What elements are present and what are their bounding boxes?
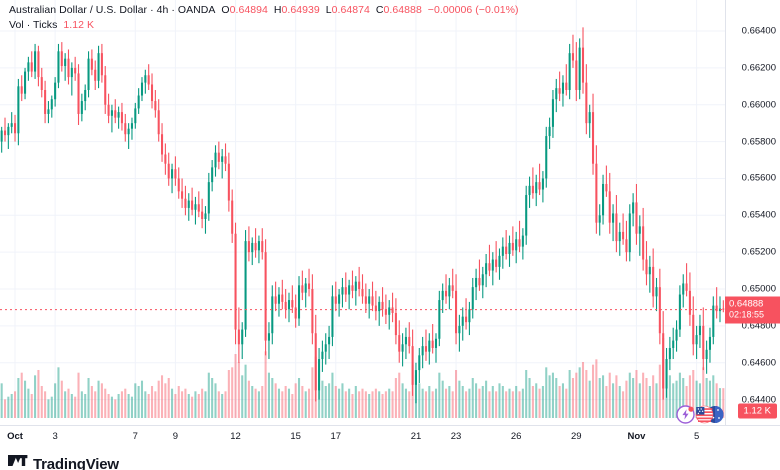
time-tick-label: Oct (7, 431, 23, 442)
price-tick-label: 0.64800 (741, 320, 776, 332)
price-scale[interactable]: 0.66400 0.66200 0.66000 0.65800 0.65600 0.654… (725, 0, 780, 425)
price-tick-label: 0.66000 (741, 99, 776, 111)
time-tick-label: 5 (693, 431, 700, 442)
time-tick-label: 9 (172, 431, 179, 442)
current-price-value: 0.64888 (729, 298, 764, 310)
time-tick-label: 29 (571, 431, 582, 442)
time-tick-label: 26 (510, 431, 522, 442)
price-tick-label: 0.65400 (741, 209, 776, 221)
bar-countdown: 02:18:55 (729, 309, 765, 320)
price-tick-label: 0.66400 (741, 25, 776, 37)
volume-badge[interactable]: 1.12 K (737, 403, 777, 419)
price-tick-label: 0.65600 (741, 172, 776, 184)
time-scale[interactable]: Oct 3 7 9 12 15 17 21 23 26 29 Nov 5 (0, 425, 780, 447)
currency-flags-icon[interactable] (695, 405, 724, 424)
time-tick-label: 17 (330, 431, 342, 442)
tradingview-logo-icon (8, 455, 28, 470)
time-tick-label: 15 (290, 431, 301, 442)
price-tick-label: 0.65200 (741, 246, 776, 258)
volume-histogram (0, 338, 725, 418)
chart-canvas[interactable] (0, 0, 725, 425)
flash-badge-icon[interactable] (676, 405, 695, 424)
time-tick-label: 3 (52, 431, 58, 442)
time-tick-label: Nov (627, 431, 646, 442)
current-price-badge[interactable]: 0.64888 02:18:55 (725, 296, 780, 324)
price-tick-label: 0.65000 (741, 283, 776, 295)
time-tick-label: 21 (410, 431, 422, 442)
time-tick-label: 23 (450, 431, 462, 442)
chart-plot-area[interactable] (0, 0, 725, 425)
time-tick-label: 12 (230, 431, 241, 442)
time-tick-label: 7 (132, 431, 138, 442)
price-tick-label: 0.64600 (741, 357, 776, 369)
price-tick-label: 0.65800 (741, 136, 776, 148)
tradingview-logo-text: TradingView (33, 456, 119, 470)
candlestick-series (0, 27, 725, 404)
price-tick-label: 0.64400 (741, 394, 776, 406)
horizontal-gridlines (0, 30, 725, 401)
tradingview-watermark[interactable]: TradingView (8, 455, 119, 470)
price-tick-label: 0.66200 (741, 62, 776, 74)
vertical-gridlines (14, 0, 698, 418)
